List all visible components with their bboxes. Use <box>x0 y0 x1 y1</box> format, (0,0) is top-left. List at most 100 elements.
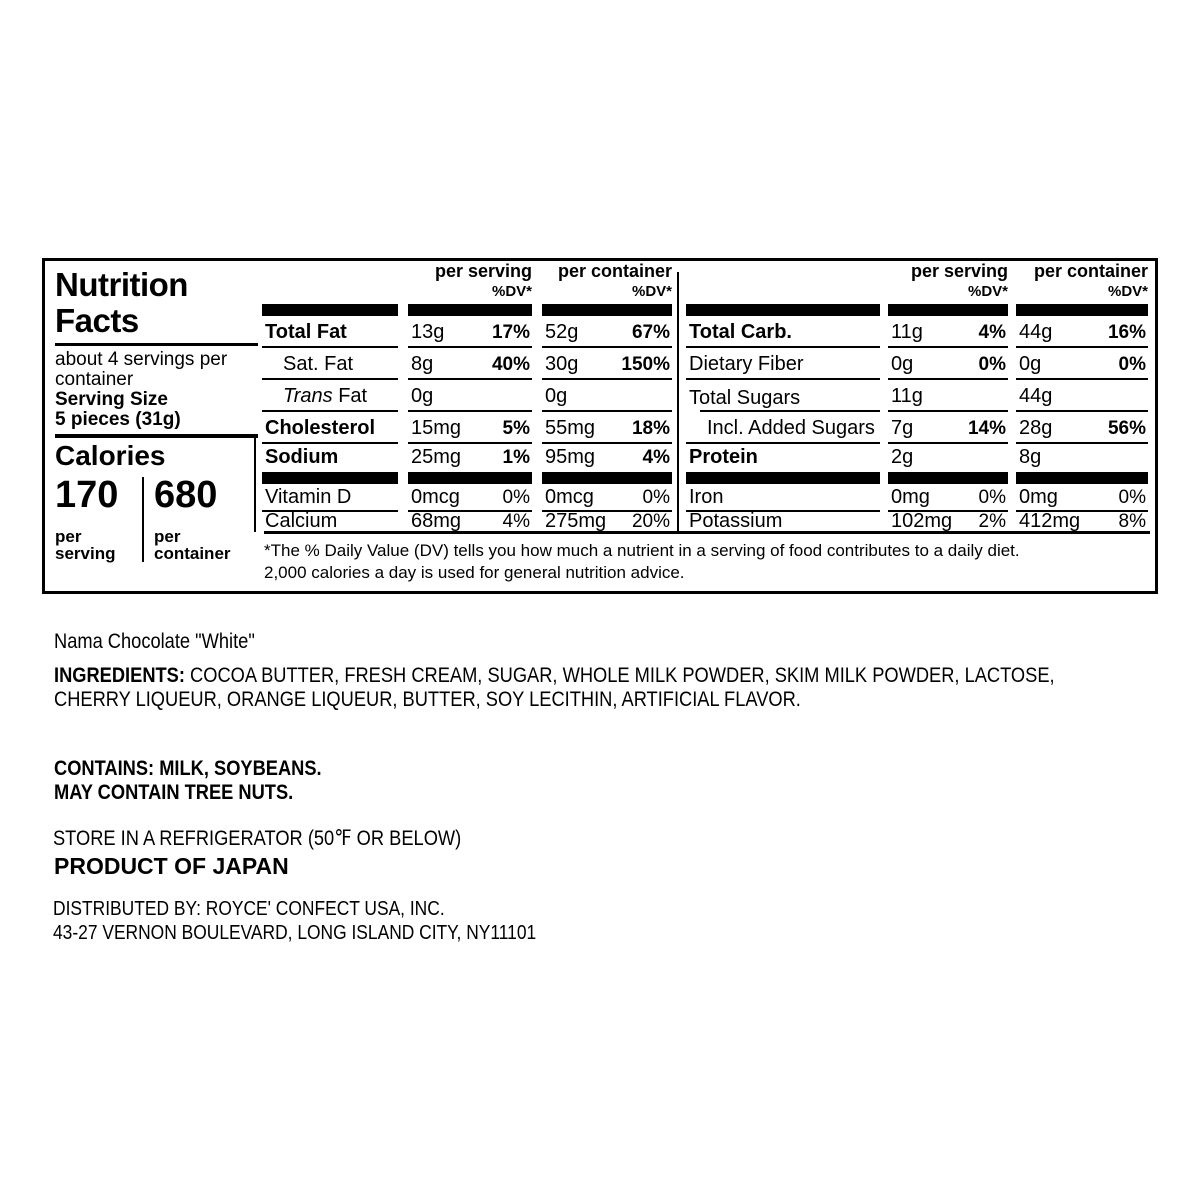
nutrient-name-cell: Vitamin D <box>262 484 398 512</box>
nutrient-name: Sat. Fat <box>283 353 354 375</box>
per-serving-cell: 102mg 2% <box>888 511 1008 534</box>
nutrient-row: Potassium 102mg 2% 412mg 8% <box>686 510 1148 534</box>
per-container-amount: 44g <box>1019 385 1053 407</box>
serving-size-value: 5 pieces (31g) <box>55 409 181 430</box>
section-bar-segment <box>1016 304 1148 316</box>
nutrient-name: Cholesterol <box>265 417 376 439</box>
per-serving-amount: 0mg <box>891 486 930 508</box>
per-container-amount: 0mcg <box>545 486 594 508</box>
per-serving-amount: 15mg <box>411 417 462 439</box>
calories-label: Calories <box>55 440 166 471</box>
divider <box>142 477 144 562</box>
per-container-cell: 0mg 0% <box>1016 484 1148 512</box>
contains-statement: CONTAINS: MILK, SOYBEANS. <box>54 757 322 780</box>
nutrient-name: Dietary Fiber <box>689 353 804 375</box>
nutrient-name: Protein <box>689 446 758 468</box>
column-header-dv: %DV* <box>631 283 672 300</box>
per-serving-amount: 0mcg <box>411 486 460 508</box>
per-serving-cell: 25mg 1% <box>408 444 532 470</box>
servings-per-container: about 4 servings per container <box>55 349 228 390</box>
per-serving-cell: 13g 17% <box>408 316 532 348</box>
per-serving-cell: 0mg 0% <box>888 484 1008 512</box>
nutrient-name: Total Sugars <box>689 387 801 409</box>
per-serving-cell: 8g 40% <box>408 348 532 380</box>
per-serving-amount: 25mg <box>411 446 462 468</box>
per-container-dv: 0% <box>1118 354 1146 375</box>
per-container-cell: 275mg 20% <box>542 510 672 534</box>
table-divider <box>677 272 679 532</box>
nutrient-name: Trans Fat <box>283 385 368 407</box>
nutrient-name: Vitamin D <box>265 486 352 508</box>
section-bar-segment <box>542 472 672 484</box>
per-container-cell: 44g 16% <box>1016 316 1148 348</box>
per-container-amount: 412mg <box>1019 510 1081 532</box>
per-serving-dv: 4% <box>978 322 1006 343</box>
per-serving-amount: 11g <box>891 321 923 343</box>
column-header-per-serving: per serving <box>910 261 1008 281</box>
per-container-dv: 18% <box>631 418 670 439</box>
column-header-per-container: per container <box>557 261 672 281</box>
nutrient-row: Sat. Fat 8g 40% 30g 150% <box>262 348 672 380</box>
calories-per-container-block: 680 per container <box>144 474 231 562</box>
per-serving-amount: 13g <box>411 321 445 343</box>
per-serving-dv: 4% <box>502 511 530 532</box>
per-serving-cell: 68mg 4% <box>408 510 532 534</box>
nutrient-name: Potassium <box>689 510 783 532</box>
nutrient-row: Trans Fat 0g 0g <box>262 380 672 412</box>
section-bar <box>686 304 1148 316</box>
column-header-dv: %DV* <box>967 283 1008 300</box>
per-serving-amount: 0g <box>411 385 434 407</box>
per-container-cell: 30g 150% <box>542 348 672 380</box>
per-serving-dv: 40% <box>491 354 530 375</box>
nutrient-name-cell: Incl. Added Sugars <box>686 412 880 444</box>
nutrient-name-cell: Calcium <box>262 511 398 534</box>
per-serving-amount: 7g <box>891 417 914 439</box>
section-bar-segment <box>1016 472 1148 484</box>
divider <box>55 434 258 438</box>
per-serving-dv: 17% <box>491 322 530 343</box>
nutrient-name-cell: Trans Fat <box>262 380 398 412</box>
per-container-cell: 412mg 8% <box>1016 510 1148 534</box>
nutrient-name: Incl. Added Sugars <box>707 417 875 439</box>
per-serving-amount: 68mg <box>411 510 462 532</box>
per-serving-cell: 2g <box>888 444 1008 470</box>
per-container-amount: 28g <box>1019 417 1053 439</box>
calories-per-container-value: 680 <box>154 474 218 516</box>
per-container-dv: 150% <box>621 354 670 375</box>
nutrient-name-cell: Protein <box>686 444 880 470</box>
per-container-cell: 0mcg 0% <box>542 484 672 512</box>
nutrient-row: Total Sugars 11g 44g <box>686 380 1148 412</box>
per-container-amount: 275mg <box>545 510 607 532</box>
footnote-line: 2,000 calories a day is used for general… <box>264 563 685 582</box>
per-container-dv: 0% <box>1118 487 1146 508</box>
per-container-cell: 0g 0% <box>1016 348 1148 380</box>
per-container-dv: 67% <box>631 322 670 343</box>
per-container-amount: 55mg <box>545 417 596 439</box>
column-header-dv: %DV* <box>1107 283 1148 300</box>
per-container-cell: 8g <box>1016 444 1148 470</box>
section-bar-segment <box>542 304 672 316</box>
per-serving-cell: 11g 4% <box>888 316 1008 348</box>
column-header-dv: %DV* <box>491 283 532 300</box>
per-serving-amount: 8g <box>411 353 434 375</box>
per-serving-cell: 0g 0% <box>888 348 1008 380</box>
per-container-dv: 16% <box>1107 322 1146 343</box>
serving-size-label: Serving Size <box>55 389 168 410</box>
column-header-per-container: per container <box>1033 261 1148 281</box>
per-container-dv: 56% <box>1107 418 1146 439</box>
product-name: Nama Chocolate "White" <box>54 630 255 653</box>
nutrient-name-cell: Iron <box>686 484 880 512</box>
section-bar-segment <box>888 304 1008 316</box>
calories-per-serving-label: per serving <box>55 527 116 563</box>
nutrient-row: Cholesterol 15mg 5% 55mg 18% <box>262 412 672 444</box>
per-container-amount: 30g <box>545 353 579 375</box>
footnote-line: *The % Daily Value (DV) tells you how mu… <box>264 541 1020 560</box>
section-bar-segment <box>888 472 1008 484</box>
per-container-cell: 0g <box>542 380 672 412</box>
nutrient-name-cell: Cholesterol <box>262 412 398 444</box>
ingredients-label: INGREDIENTS: <box>54 664 185 687</box>
per-serving-amount: 2g <box>891 446 914 468</box>
distributor-address: 43-27 VERNON BOULEVARD, LONG ISLAND CITY… <box>53 922 537 944</box>
per-container-dv: 8% <box>1118 511 1146 532</box>
per-container-amount: 44g <box>1019 321 1053 343</box>
